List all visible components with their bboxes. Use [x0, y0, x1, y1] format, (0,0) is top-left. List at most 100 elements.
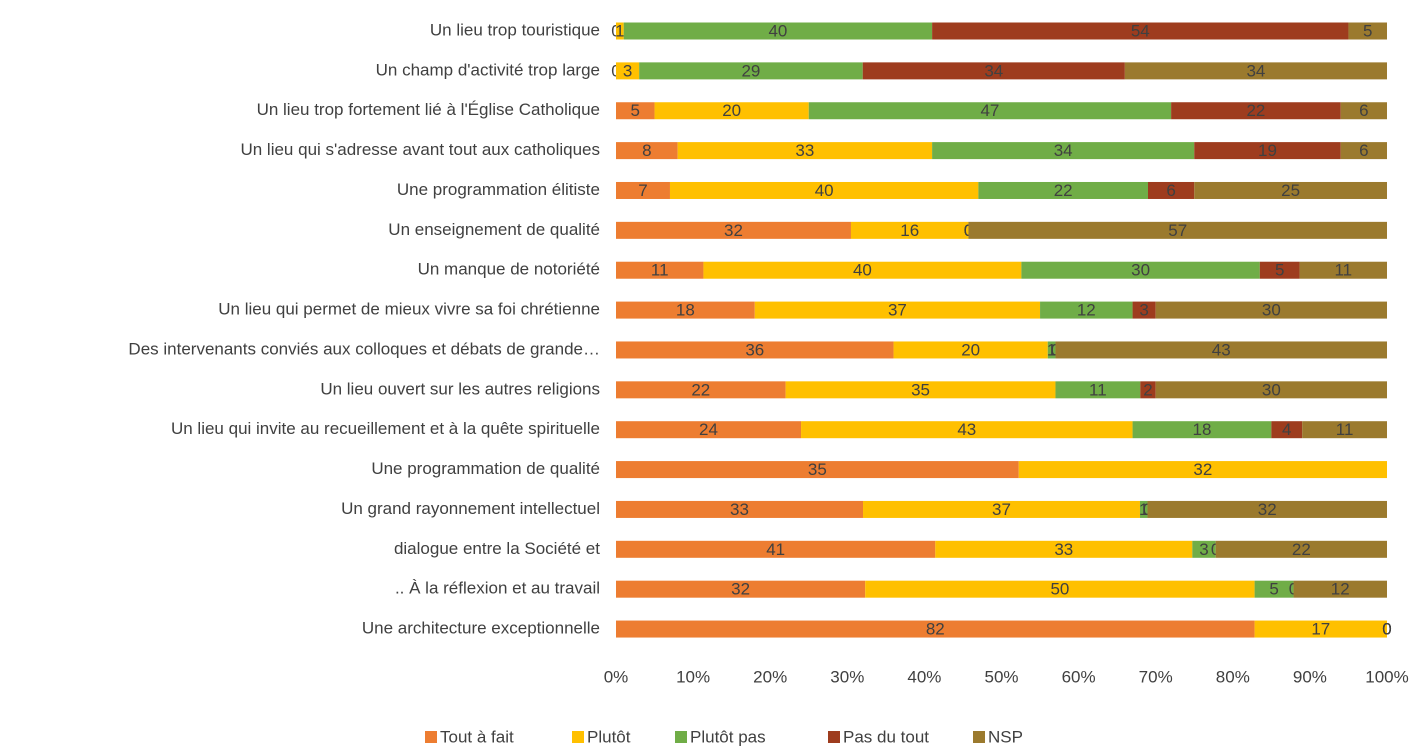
data-label: 34	[984, 61, 1003, 80]
bar-segment	[677, 142, 933, 160]
bar-segment	[801, 421, 1133, 439]
bar-segment	[616, 341, 894, 359]
bar-segment	[862, 62, 1125, 80]
data-label: 1	[615, 21, 624, 40]
bar-segment	[1055, 341, 1387, 359]
data-label: 22	[1292, 540, 1311, 559]
bar-segment	[616, 461, 1019, 479]
legend-swatch	[425, 731, 437, 743]
data-label: 11	[1334, 261, 1352, 280]
x-tick-label: 50%	[984, 667, 1018, 686]
data-label: 20	[961, 340, 980, 359]
y-tick-label: Un lieu qui invite au recueillement et à…	[171, 419, 600, 438]
data-label: 33	[1054, 540, 1073, 559]
bar-segment	[893, 341, 1048, 359]
bar-segment	[1340, 142, 1387, 160]
bar-segment	[932, 22, 1349, 40]
data-label: 35	[808, 460, 827, 479]
data-label: 1	[1139, 500, 1148, 519]
bar-segment	[1147, 181, 1195, 199]
bar-segment	[616, 620, 1255, 638]
bar-segment	[1271, 421, 1303, 439]
data-label: 30	[1262, 301, 1281, 320]
data-label: 82	[926, 620, 945, 639]
data-label: 29	[741, 61, 760, 80]
y-tick-label: Un lieu trop fortement lié à l'Église Ca…	[257, 100, 600, 119]
bar-segment	[616, 301, 755, 319]
data-label: 12	[1077, 301, 1096, 320]
bar-segment	[703, 261, 1022, 279]
y-tick-label: .. À la réflexion et au travail	[395, 579, 600, 598]
data-label: 37	[992, 500, 1011, 519]
bar-segment	[669, 181, 979, 199]
bar-segment	[616, 421, 802, 439]
bar-segment	[1155, 301, 1387, 319]
bar-segment	[935, 540, 1193, 558]
legend-swatch	[828, 731, 840, 743]
bar-segment	[785, 381, 1056, 399]
bar-segment	[616, 580, 866, 598]
bar-segment	[978, 181, 1148, 199]
data-label: 54	[1131, 21, 1150, 40]
data-label: 6	[1166, 181, 1175, 200]
bar-segment	[1047, 341, 1056, 359]
data-label: 30	[1262, 380, 1281, 399]
data-label: 2	[1143, 380, 1152, 399]
y-tick-label: Une programmation élitiste	[397, 180, 600, 199]
data-label: 22	[691, 380, 710, 399]
bar-segment	[863, 500, 1140, 518]
y-tick-label: Un lieu ouvert sur les autres religions	[320, 379, 600, 398]
bar-segment	[616, 181, 670, 199]
data-label: 0	[1382, 620, 1391, 639]
data-label: 40	[815, 181, 834, 200]
bar-segment	[1293, 580, 1387, 598]
data-label: 22	[1054, 181, 1073, 200]
bar-segment	[616, 102, 655, 120]
bar-segment	[754, 301, 1041, 319]
bar-segment	[932, 142, 1195, 160]
data-label: 20	[722, 101, 741, 120]
data-label: 16	[900, 221, 919, 240]
x-tick-label: 10%	[676, 667, 710, 686]
y-tick-label: Un lieu qui s'adresse avant tout aux cat…	[240, 140, 600, 159]
data-label: 5	[631, 101, 640, 120]
bar-segment	[865, 580, 1255, 598]
bar-segment	[616, 261, 704, 279]
bar-segment	[1147, 500, 1387, 518]
data-label: 7	[638, 181, 647, 200]
bar-segment	[1194, 181, 1387, 199]
bar-segment	[616, 500, 864, 518]
x-tick-label: 0%	[604, 667, 629, 686]
bar-segment	[616, 381, 786, 399]
data-label: 3	[1139, 301, 1148, 320]
bar-segment	[1302, 421, 1387, 439]
data-label: 5	[1363, 21, 1372, 40]
y-tick-label: Un champ d'activité trop large	[376, 60, 600, 79]
data-label: 25	[1281, 181, 1300, 200]
data-label: 32	[1193, 460, 1212, 479]
data-label: 12	[1331, 580, 1350, 599]
data-label: 34	[1246, 61, 1265, 80]
data-label: 57	[1168, 221, 1187, 240]
data-label: 47	[980, 101, 999, 120]
bar-segment	[616, 540, 936, 558]
data-label: 4	[1282, 420, 1291, 439]
bar-segment	[1021, 261, 1260, 279]
bar-segment	[1259, 261, 1300, 279]
data-label: 19	[1258, 141, 1277, 160]
data-label: 5	[1275, 261, 1284, 280]
data-label: 6	[1359, 101, 1368, 120]
data-label: 8	[642, 141, 651, 160]
legend-label: Pas du tout	[843, 727, 929, 746]
data-label: 11	[1336, 420, 1354, 439]
x-tick-label: 60%	[1062, 667, 1096, 686]
bar-segment	[616, 62, 640, 80]
y-tick-label: Un manque de notoriété	[418, 260, 600, 279]
data-label: 50	[1050, 580, 1069, 599]
bar-segment	[1215, 540, 1387, 558]
data-label: 30	[1131, 261, 1150, 280]
bar-segment	[1055, 381, 1141, 399]
data-label: 43	[1212, 340, 1231, 359]
bar-segment	[1348, 22, 1387, 40]
data-label: 33	[795, 141, 814, 160]
